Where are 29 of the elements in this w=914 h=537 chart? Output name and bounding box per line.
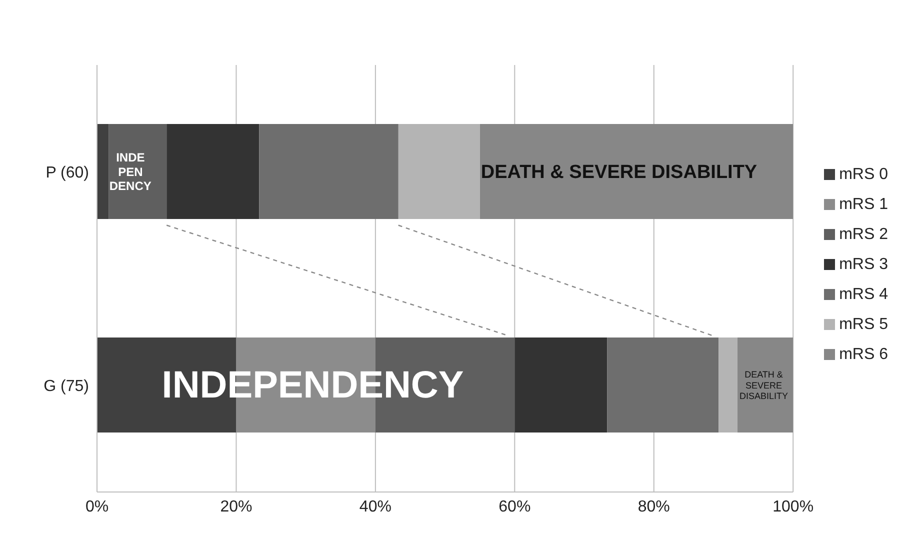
legend-label: mRS 6 <box>839 346 888 363</box>
bar <box>514 338 608 432</box>
legend-label: mRS 3 <box>839 256 888 273</box>
legend-label: mRS 1 <box>839 196 888 213</box>
bar <box>480 124 794 219</box>
bar <box>737 338 794 432</box>
annotation: DEATH & SEVERE DISABILITY <box>480 161 758 182</box>
bar <box>718 338 738 432</box>
x-tick-label: 0% <box>85 498 109 516</box>
x-tick-label: 100% <box>772 498 814 516</box>
bar <box>607 338 719 432</box>
legend-label: mRS 2 <box>839 226 888 243</box>
bar <box>97 124 109 219</box>
x-tick-label: 60% <box>498 498 531 516</box>
y-tick-label: P (60) <box>46 164 89 182</box>
x-tick-label: 80% <box>638 498 670 516</box>
legend-label: mRS 5 <box>839 316 888 333</box>
annotation: INDE PEN DENCY <box>109 150 152 194</box>
y-tick-label: G (75) <box>44 378 89 395</box>
bar <box>259 124 398 219</box>
annotation: INDEPENDENCY <box>162 364 464 406</box>
annotation: DEATH & SEVERE DISABILITY <box>740 369 788 402</box>
x-tick-label: 40% <box>359 498 392 516</box>
x-tick-label: 20% <box>220 498 252 516</box>
bar <box>108 124 167 219</box>
legend-label: mRS 4 <box>839 286 888 303</box>
bar <box>398 124 480 219</box>
bar <box>166 124 260 219</box>
legend-label: mRS 0 <box>839 166 888 183</box>
